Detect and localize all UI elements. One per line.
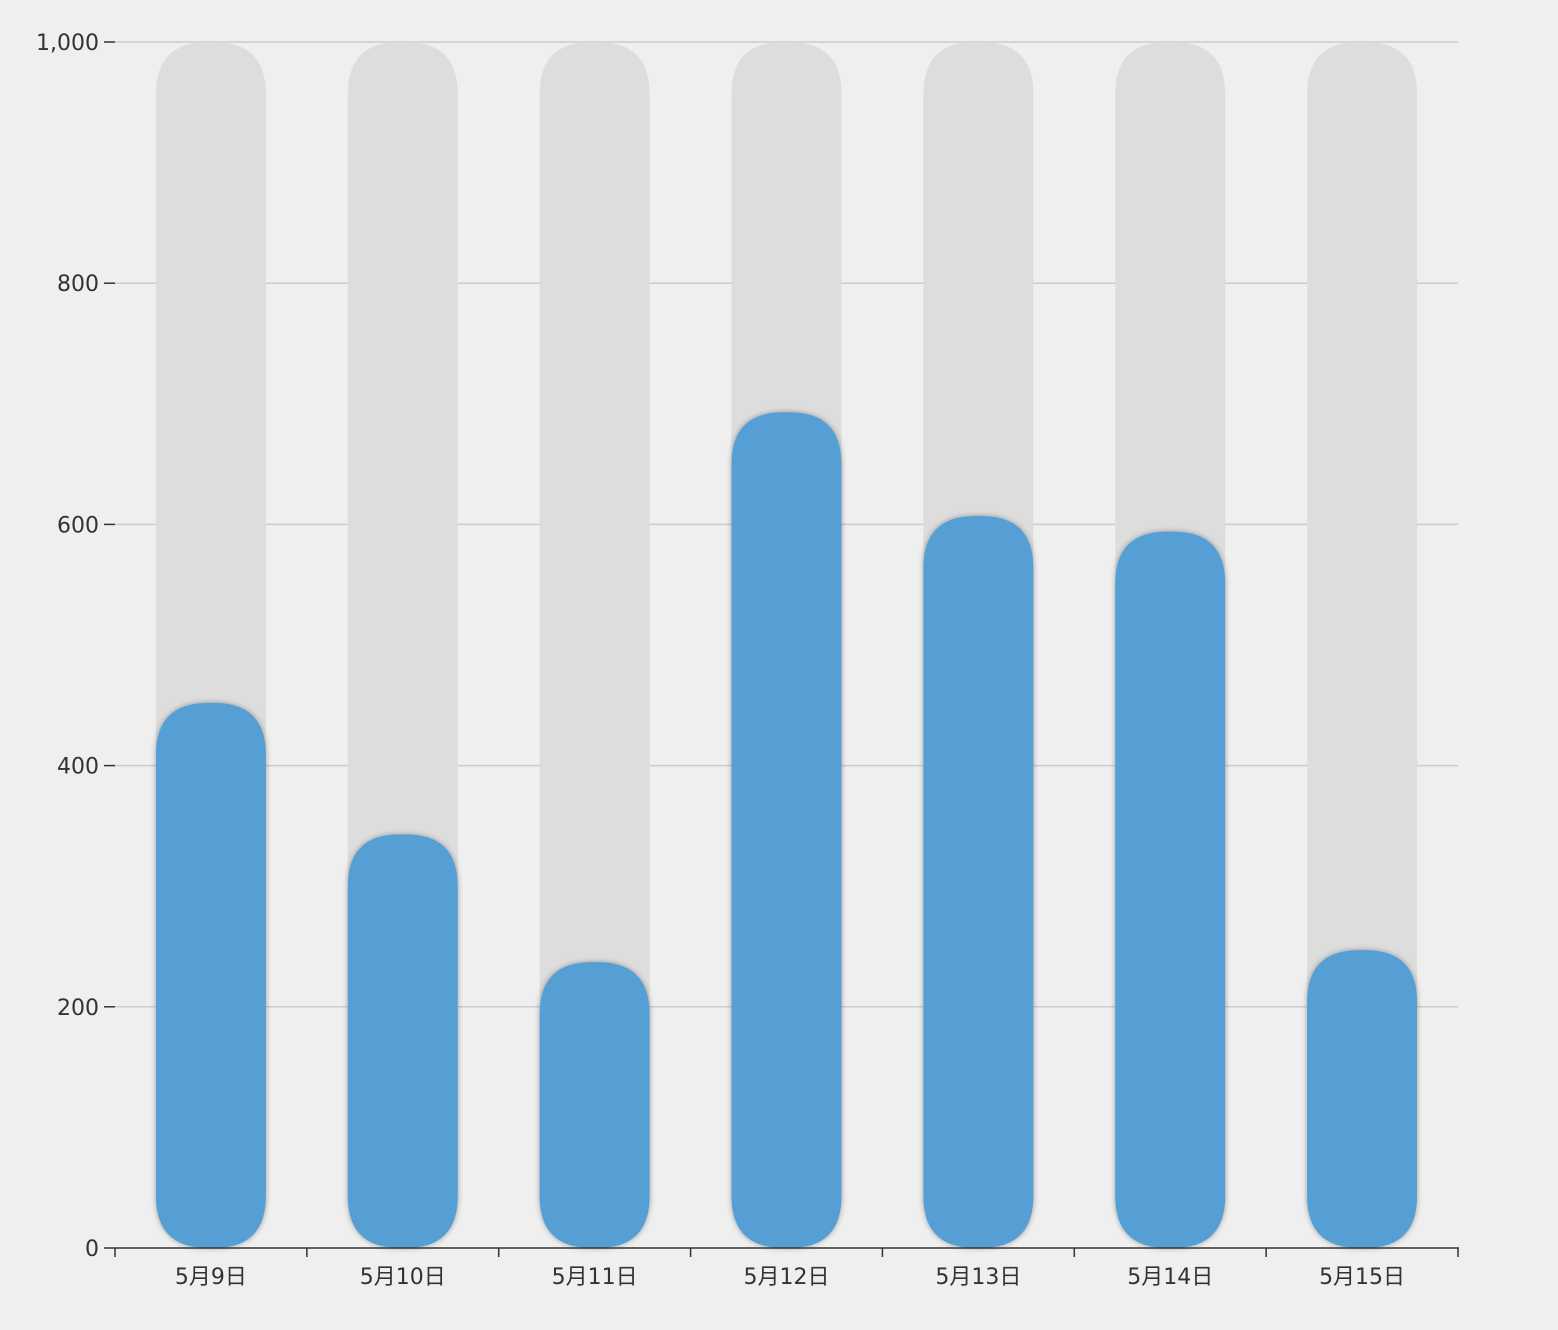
x-tick-label: 5月13日 (935, 1265, 1021, 1290)
background-bar (539, 42, 650, 1248)
bar[interactable] (155, 702, 266, 1248)
x-tick-label: 5月9日 (175, 1265, 247, 1290)
y-tick-label: 600 (57, 513, 99, 538)
bar[interactable] (731, 412, 842, 1248)
x-tick-label: 5月12日 (744, 1265, 830, 1290)
x-tick-label: 5月15日 (1319, 1265, 1405, 1290)
y-tick-label: 800 (57, 272, 99, 297)
x-tick-label: 5月11日 (552, 1265, 638, 1290)
background-bar (1307, 42, 1418, 1248)
x-tick-label: 5月14日 (1127, 1265, 1213, 1290)
value-bars (155, 412, 1418, 1248)
bar[interactable] (1307, 950, 1418, 1248)
bar[interactable] (539, 962, 650, 1248)
y-tick-label: 200 (57, 996, 99, 1021)
y-tick-label: 400 (57, 755, 99, 780)
bar[interactable] (923, 515, 1034, 1248)
y-tick-label: 1,000 (36, 31, 99, 56)
bar[interactable] (1115, 531, 1226, 1248)
axes: 0 200 400 600 800 1,000 5月9日 5月10日 5月11日 5月12日 5月1… (36, 31, 1459, 1290)
y-tick-label: 0 (85, 1237, 99, 1262)
x-tick-label: 5月10日 (360, 1265, 446, 1290)
bar[interactable] (347, 834, 458, 1248)
